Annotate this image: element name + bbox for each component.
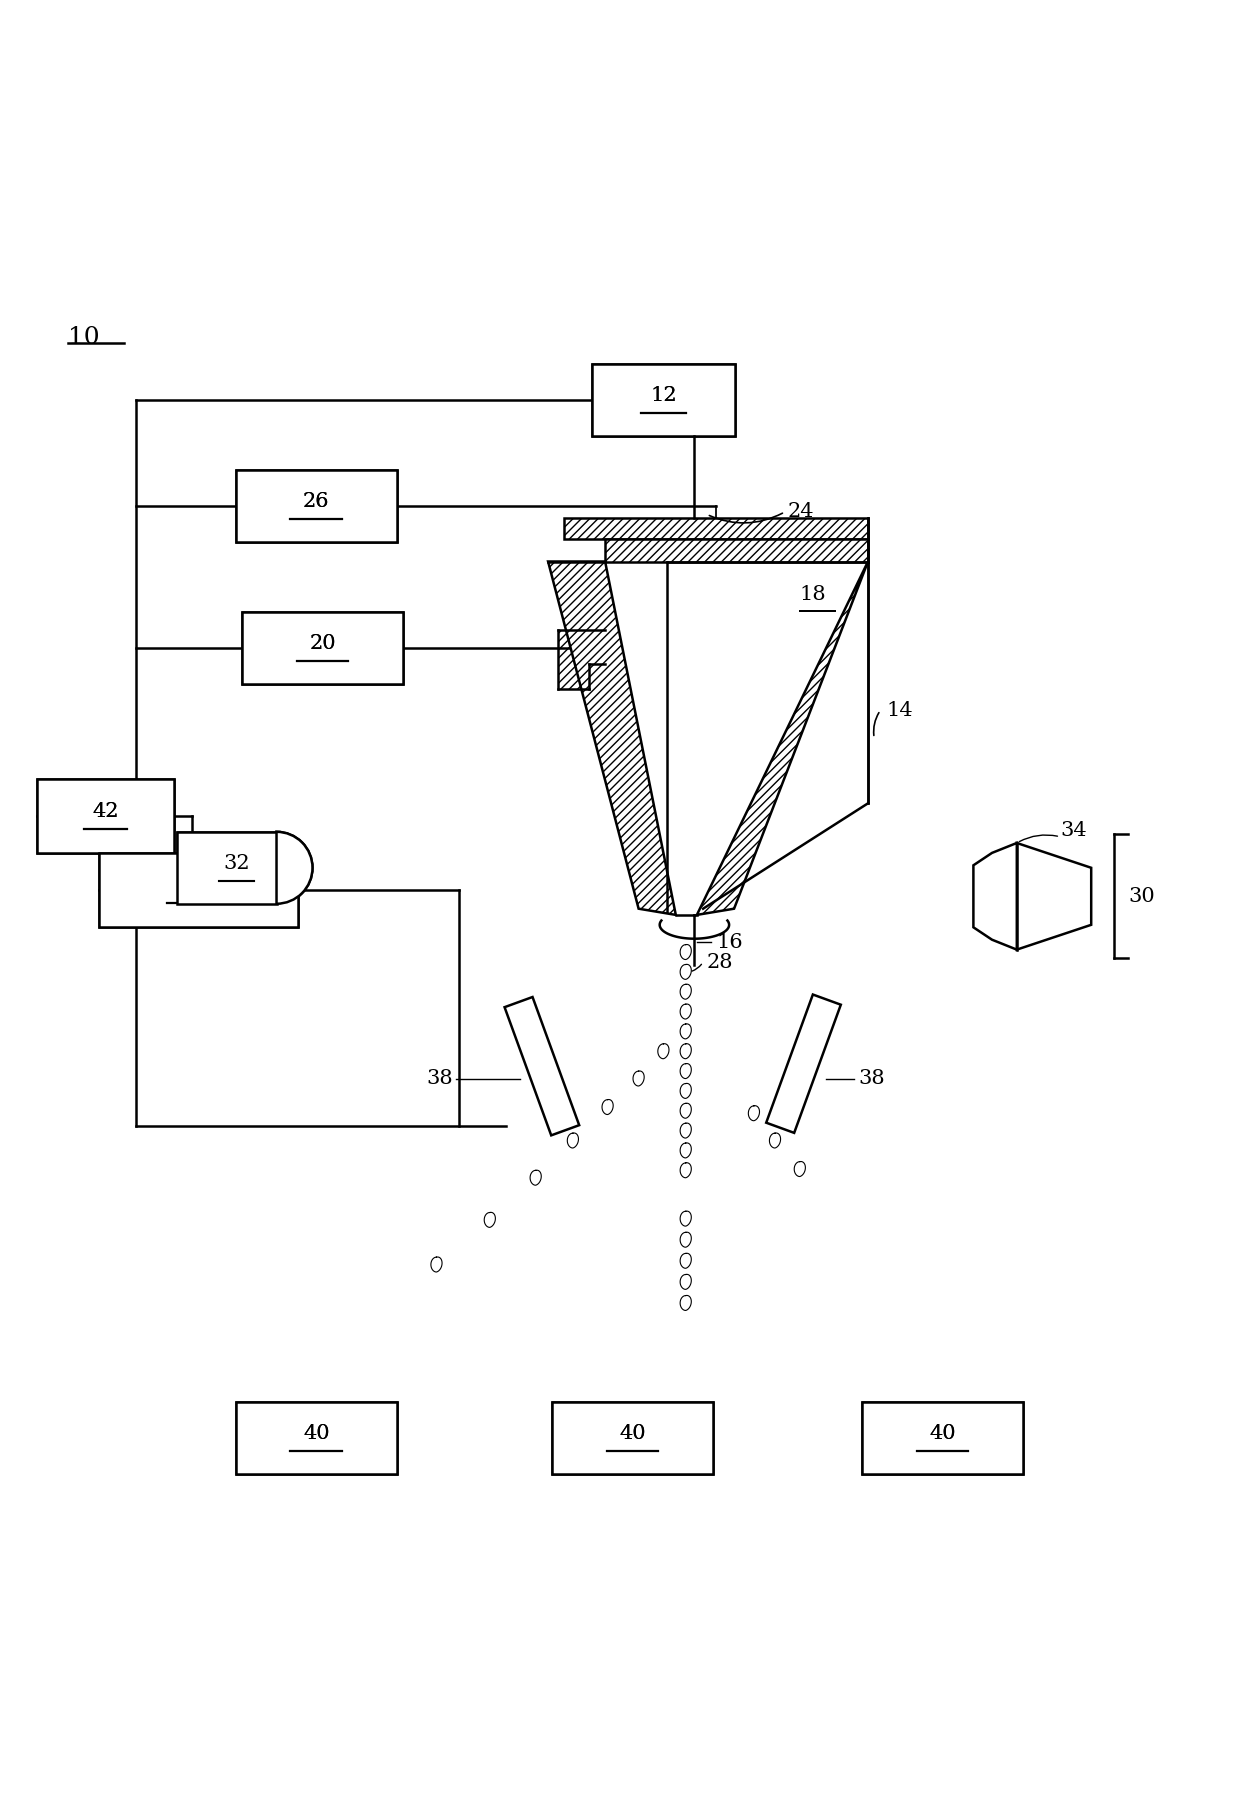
Text: 40: 40: [619, 1424, 646, 1444]
Text: 34: 34: [1060, 821, 1086, 839]
Bar: [862, 1402, 1023, 1475]
Text: 12: 12: [650, 386, 677, 406]
Text: 40: 40: [929, 1424, 956, 1444]
Bar: [236, 469, 397, 542]
Bar: [177, 832, 277, 904]
Wedge shape: [277, 832, 312, 904]
Text: 40: 40: [619, 1424, 646, 1444]
Bar: [37, 778, 174, 854]
Text: 14: 14: [887, 700, 913, 720]
Bar: [236, 469, 397, 542]
Text: 32: 32: [223, 854, 250, 874]
Bar: [177, 832, 277, 904]
Text: 28: 28: [707, 953, 733, 971]
Text: 16: 16: [717, 933, 743, 951]
Polygon shape: [1017, 843, 1091, 949]
Text: 10: 10: [68, 327, 100, 348]
Text: 40: 40: [303, 1424, 330, 1444]
Bar: [99, 854, 298, 928]
Text: 20: 20: [309, 635, 336, 653]
Text: 40: 40: [303, 1424, 330, 1444]
Bar: [99, 854, 298, 928]
Text: 36: 36: [185, 875, 212, 895]
Bar: [552, 1402, 713, 1475]
Text: 32: 32: [223, 854, 250, 874]
Polygon shape: [548, 561, 676, 915]
Polygon shape: [766, 995, 841, 1134]
Text: 38: 38: [858, 1069, 884, 1088]
Text: 42: 42: [92, 801, 119, 821]
Bar: [593, 365, 734, 437]
Bar: [593, 365, 734, 437]
Bar: [242, 612, 403, 684]
Text: 12: 12: [650, 386, 677, 406]
Text: 40: 40: [929, 1424, 956, 1444]
Text: 20: 20: [309, 635, 336, 653]
Bar: [37, 778, 174, 854]
Text: 30: 30: [1128, 886, 1156, 906]
Text: 42: 42: [92, 801, 119, 821]
Wedge shape: [277, 832, 312, 904]
Text: 24: 24: [787, 502, 813, 522]
Bar: [862, 1402, 1023, 1475]
Text: 18: 18: [800, 585, 826, 605]
Text: 36: 36: [185, 875, 212, 895]
Bar: [242, 612, 403, 684]
Bar: [236, 1402, 397, 1475]
Bar: [236, 1402, 397, 1475]
Polygon shape: [505, 996, 579, 1135]
Text: 26: 26: [303, 493, 330, 511]
Text: 38: 38: [427, 1069, 453, 1088]
Bar: [552, 1402, 713, 1475]
Polygon shape: [558, 630, 605, 690]
Text: 26: 26: [303, 493, 330, 511]
Bar: [564, 518, 868, 540]
Polygon shape: [973, 843, 1017, 949]
Polygon shape: [697, 561, 868, 915]
Bar: [605, 540, 868, 561]
